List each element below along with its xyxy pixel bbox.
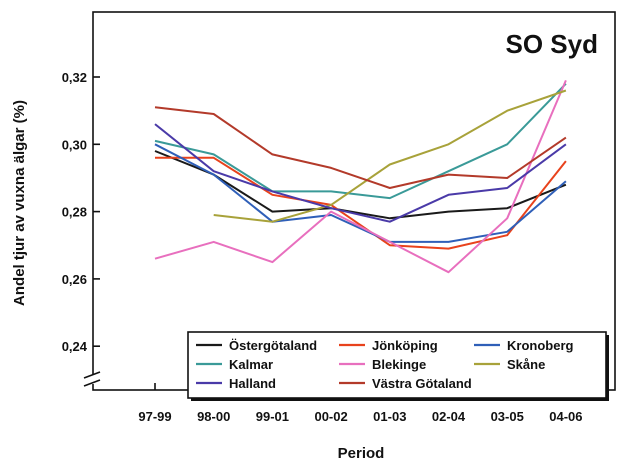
series-line [155, 156, 567, 250]
axis-break-mark [83, 371, 101, 379]
x-tick-label: 04-06 [549, 409, 582, 424]
x-tick-label: 99-01 [256, 409, 289, 424]
legend-label: Blekinge [372, 357, 426, 372]
axis-break-mark [83, 379, 101, 387]
y-tick-label: 0,30 [62, 137, 87, 152]
series-line [213, 89, 567, 223]
series-line [154, 143, 567, 243]
x-tick-label: 02-04 [432, 409, 466, 424]
axis-break [83, 371, 101, 387]
series-line [154, 80, 567, 274]
y-tick-label: 0,28 [62, 205, 87, 220]
legend-label: Kronoberg [507, 338, 574, 353]
y-tick-label: 0,26 [62, 272, 87, 287]
legend-box [187, 331, 607, 399]
x-axis-title: Period [338, 445, 385, 462]
legend-label: Kalmar [229, 357, 273, 372]
series-line [154, 106, 567, 189]
y-tick-label: 0,32 [62, 70, 87, 85]
series-layer [154, 80, 567, 274]
x-axis: 97-99 98-00 99-01 00-02 01-03 02-04 03-05 04-06 [138, 383, 583, 424]
legend-shadow-bottom [191, 398, 609, 401]
chart-title: SO Syd [506, 29, 598, 59]
plot-frame [92, 11, 616, 391]
x-tick-label: 00-02 [314, 409, 347, 424]
legend-label: Halland [229, 376, 276, 391]
series-line [154, 150, 567, 220]
x-tick-label: 97-99 [138, 409, 171, 424]
x-tick-label: 98-00 [197, 409, 230, 424]
series-line [154, 83, 567, 200]
y-axis-title: Andel tjur av vuxna älgar (%) [11, 100, 28, 306]
legend-label: Skåne [507, 357, 545, 372]
series-line [154, 123, 567, 223]
legend-label: Västra Götaland [372, 376, 472, 391]
x-tick-label: 01-03 [373, 409, 406, 424]
legend: Östergötaland Jönköping Kronoberg Kalmar Ble… [187, 331, 609, 401]
legend-shadow [606, 335, 609, 401]
legend-label: Östergötaland [229, 338, 317, 353]
x-tick-label: 03-05 [491, 409, 524, 424]
axis-break-gap [89, 375, 97, 384]
legend-label: Jönköping [372, 338, 438, 353]
y-tick-label: 0,24 [62, 339, 88, 354]
y-axis: 0,24 0,26 0,28 0,30 0,32 [62, 70, 100, 354]
